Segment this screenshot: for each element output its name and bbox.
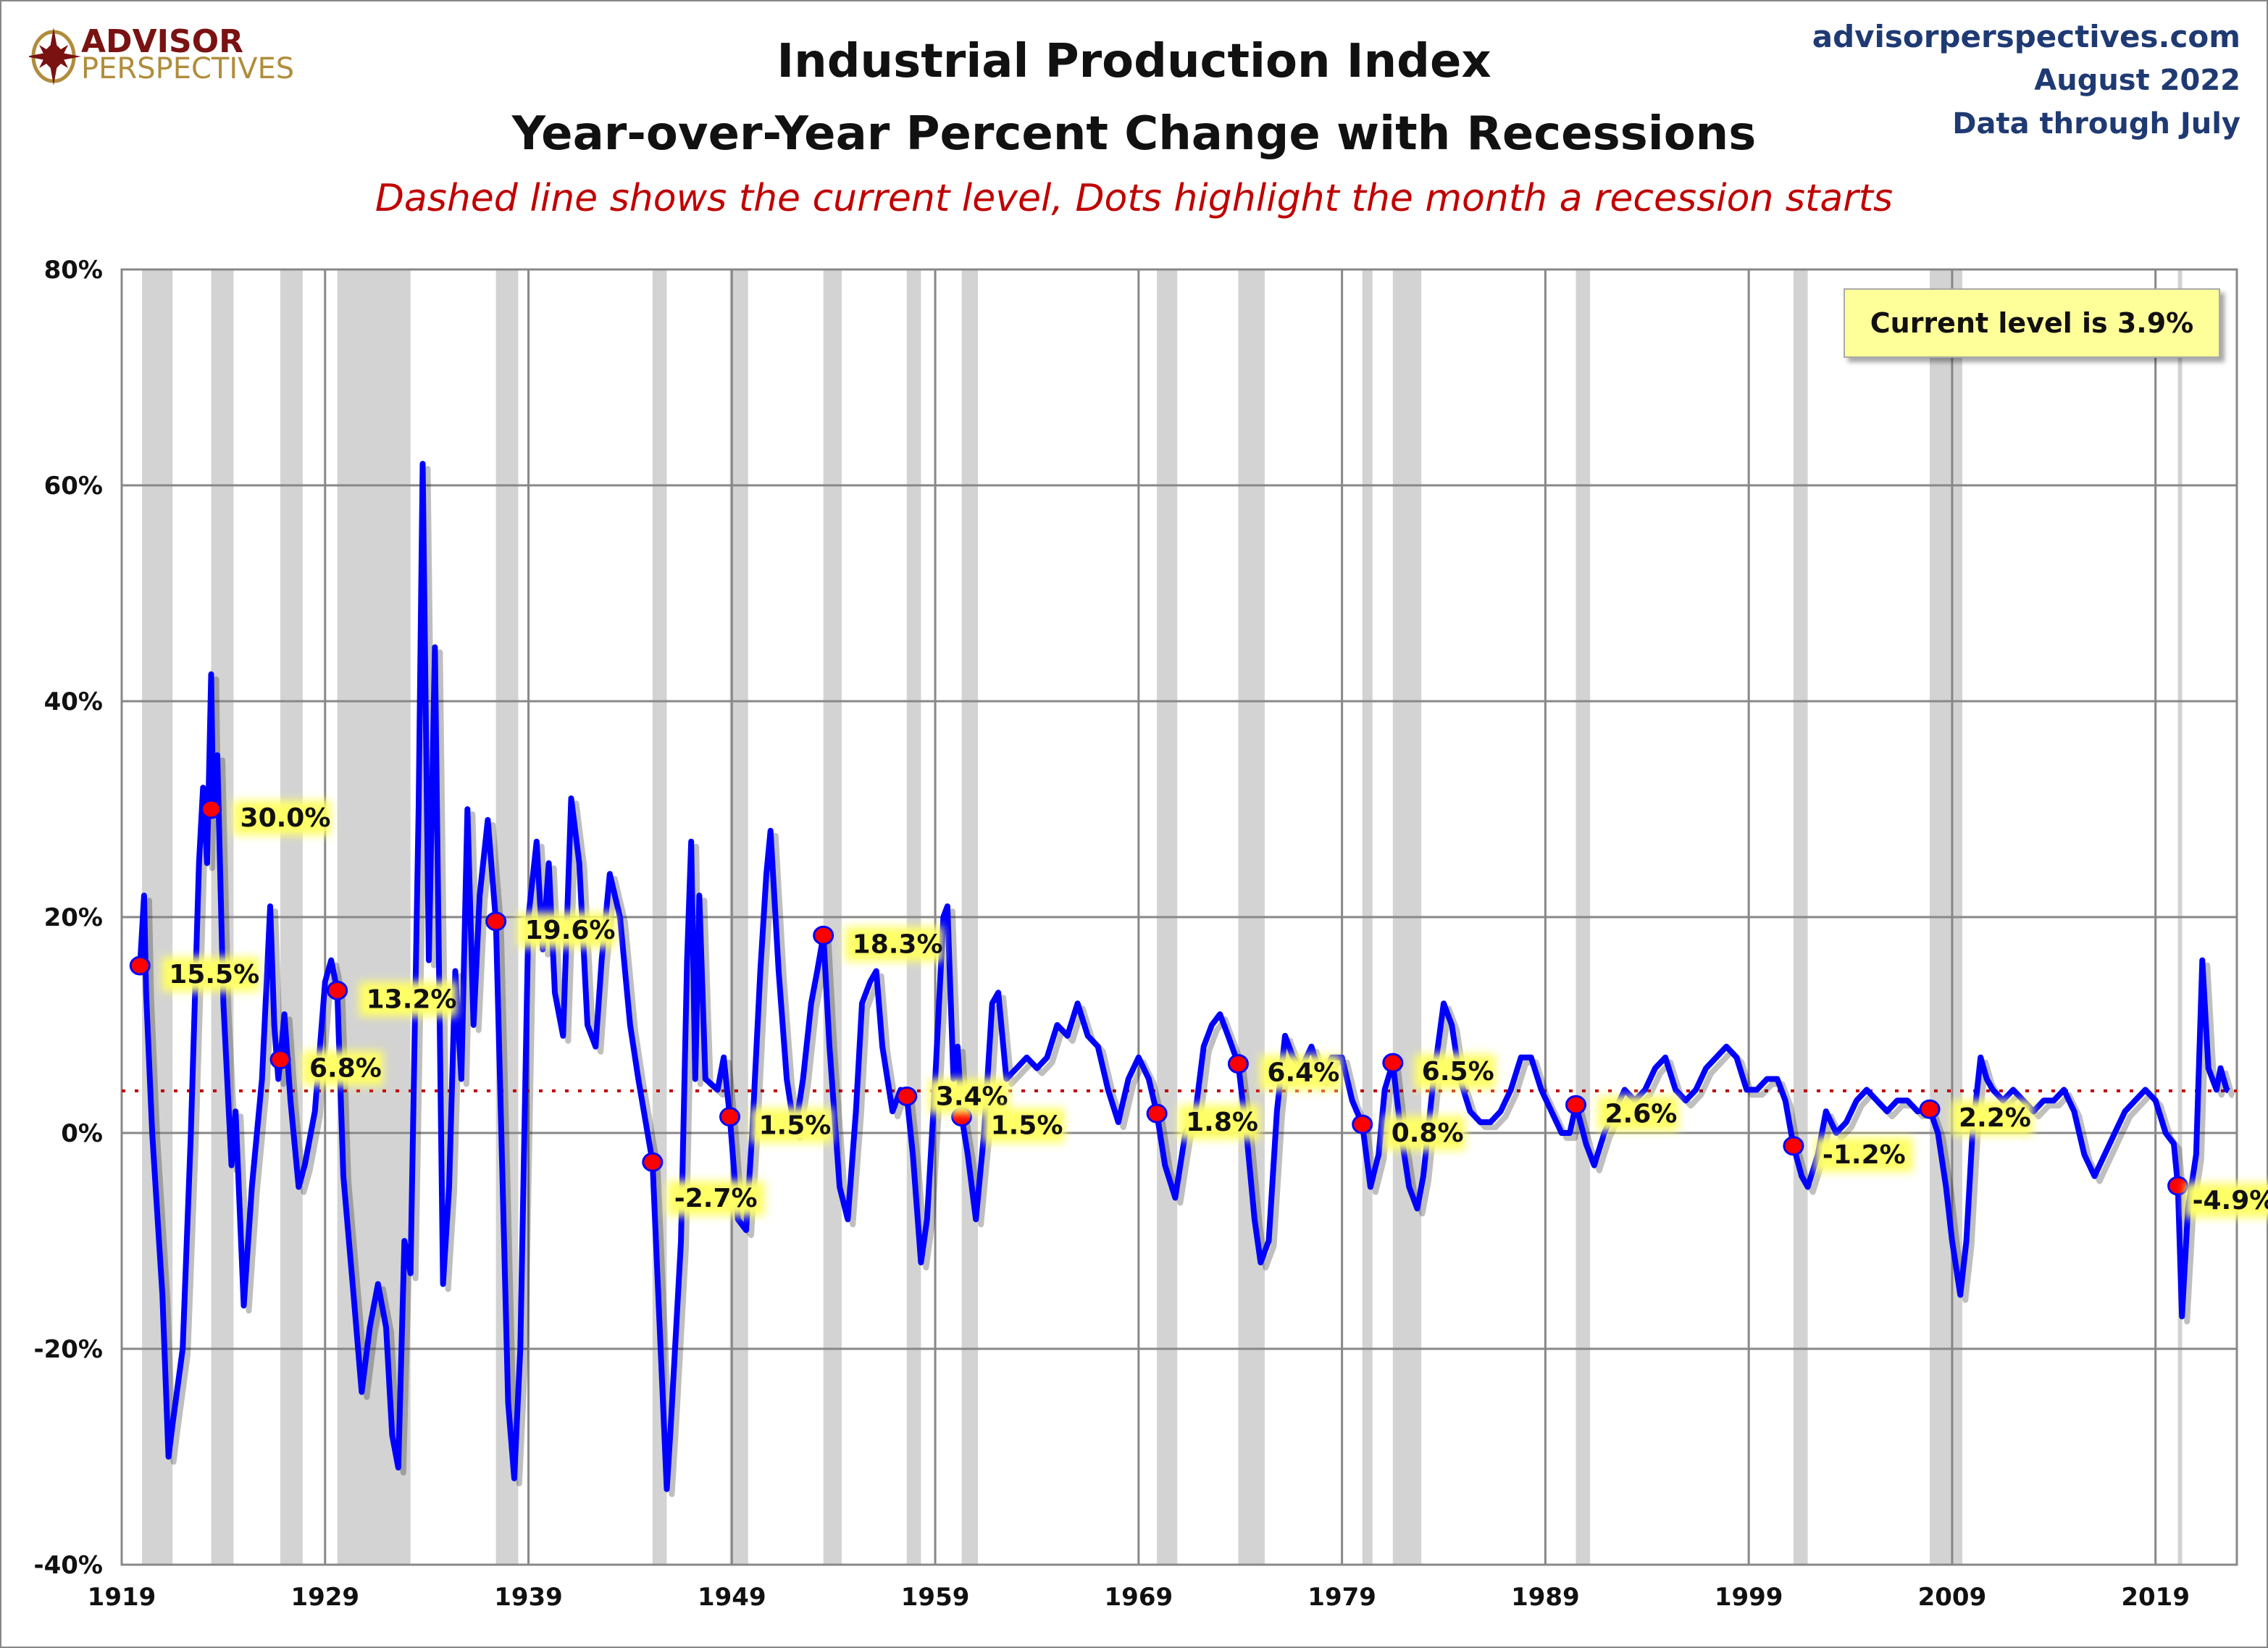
x-tick-label: 1979 <box>1307 1583 1376 1612</box>
recession-start-dot <box>1919 1099 1941 1119</box>
publish-date: August 2022 <box>2034 64 2240 97</box>
logo-text-top: ADVISOR <box>81 23 243 60</box>
y-tick-label: 20% <box>44 903 103 932</box>
data-label: 1.8% <box>1186 1108 1258 1137</box>
data-label: 3.4% <box>936 1082 1008 1111</box>
recession-start-dot <box>1146 1103 1168 1124</box>
site-name: advisorperspectives.com <box>1812 19 2240 54</box>
data-label-highlight <box>302 1050 383 1086</box>
y-tick-label: 60% <box>44 472 103 501</box>
x-tick-label: 1919 <box>88 1583 156 1612</box>
data-label-highlight <box>1384 1116 1465 1151</box>
recession-start-dot <box>129 955 151 976</box>
data-label: 6.4% <box>1267 1058 1339 1088</box>
data-label-highlight <box>845 927 943 962</box>
y-tick-label: -40% <box>34 1551 104 1580</box>
recession-start-dot <box>269 1050 291 1070</box>
data-label: 0.8% <box>1392 1118 1464 1148</box>
data-label-highlight <box>233 800 331 835</box>
x-tick-label: 2019 <box>2121 1583 2190 1612</box>
x-tick-label: 1939 <box>494 1583 563 1612</box>
data-label: 30.0% <box>240 803 331 833</box>
data-label-highlight <box>359 982 457 1017</box>
data-label-highlight <box>983 1108 1065 1143</box>
data-label: 6.5% <box>1422 1057 1494 1087</box>
y-tick-label: 80% <box>44 256 103 285</box>
recession-start-dot <box>1352 1114 1373 1134</box>
chart-title: Industrial Production Index <box>777 35 1491 88</box>
ip-yoy-line <box>137 461 2230 1492</box>
data-label: 18.3% <box>853 929 943 959</box>
data-label-highlight <box>1597 1096 1679 1132</box>
data-label: 19.6% <box>525 916 616 945</box>
current-level-callout: Current level is 3.9% <box>1844 288 2220 358</box>
y-tick-label: 0% <box>61 1119 103 1148</box>
plot-border <box>120 268 2238 1566</box>
data-label-highlight <box>2185 1183 2268 1218</box>
y-tick-label: -20% <box>34 1335 104 1364</box>
recession-start-dot <box>327 980 348 1000</box>
data-label-highlight <box>666 1181 765 1216</box>
recession-start-dot <box>2167 1176 2189 1196</box>
recession-start-dot <box>813 925 834 945</box>
recession-start-dot <box>896 1086 918 1106</box>
data-label: 15.5% <box>169 960 259 990</box>
data-label-highlight <box>1815 1137 1913 1172</box>
data-label-highlight <box>517 912 616 948</box>
data-label: -1.2% <box>1823 1140 1906 1170</box>
recession-start-dot <box>485 911 507 932</box>
data-label-highlight <box>1179 1105 1260 1140</box>
advisor-perspectives-logo: ADVISOR PERSPECTIVES <box>26 23 333 89</box>
data-label-highlight <box>1414 1054 1496 1089</box>
recession-start-dot <box>1565 1095 1586 1115</box>
x-tick-label: 1949 <box>698 1583 766 1612</box>
data-label: 2.2% <box>1959 1103 2031 1133</box>
data-label-highlight <box>751 1108 833 1143</box>
data-label: 2.6% <box>1605 1099 1678 1129</box>
data-label: -2.7% <box>674 1184 758 1213</box>
y-tick-label: 40% <box>44 687 103 716</box>
data-label: 1.5% <box>759 1111 832 1141</box>
recession-start-dot <box>1382 1053 1404 1073</box>
recession-start-dot <box>1783 1136 1804 1156</box>
recession-start-dot <box>719 1107 740 1127</box>
data-label: 1.5% <box>991 1111 1063 1141</box>
x-tick-label: 2009 <box>1918 1583 1987 1612</box>
data-label: -4.9% <box>2193 1186 2268 1216</box>
data-label: 13.2% <box>367 984 457 1014</box>
chart-title-line2: Year-over-Year Percent Change with Reces… <box>511 107 1757 161</box>
data-label: 6.8% <box>309 1054 382 1084</box>
x-tick-label: 1989 <box>1511 1583 1580 1612</box>
data-label-highlight <box>1951 1100 2033 1136</box>
chart-subtitle: Dashed line shows the current level, Dot… <box>374 177 1894 220</box>
data-label-highlight <box>928 1079 1010 1114</box>
x-tick-label: 1969 <box>1105 1583 1173 1612</box>
recession-start-dot <box>1227 1054 1249 1074</box>
recession-start-dot <box>201 799 222 819</box>
data-label-highlight <box>1260 1055 1342 1090</box>
logo-text-bottom: PERSPECTIVES <box>81 52 295 85</box>
data-through: Data through July <box>1952 107 2240 141</box>
x-tick-label: 1929 <box>290 1583 359 1612</box>
recession-start-dot <box>642 1152 664 1172</box>
x-tick-label: 1959 <box>901 1583 970 1612</box>
x-tick-label: 1999 <box>1715 1583 1783 1612</box>
data-label-highlight <box>162 957 260 992</box>
